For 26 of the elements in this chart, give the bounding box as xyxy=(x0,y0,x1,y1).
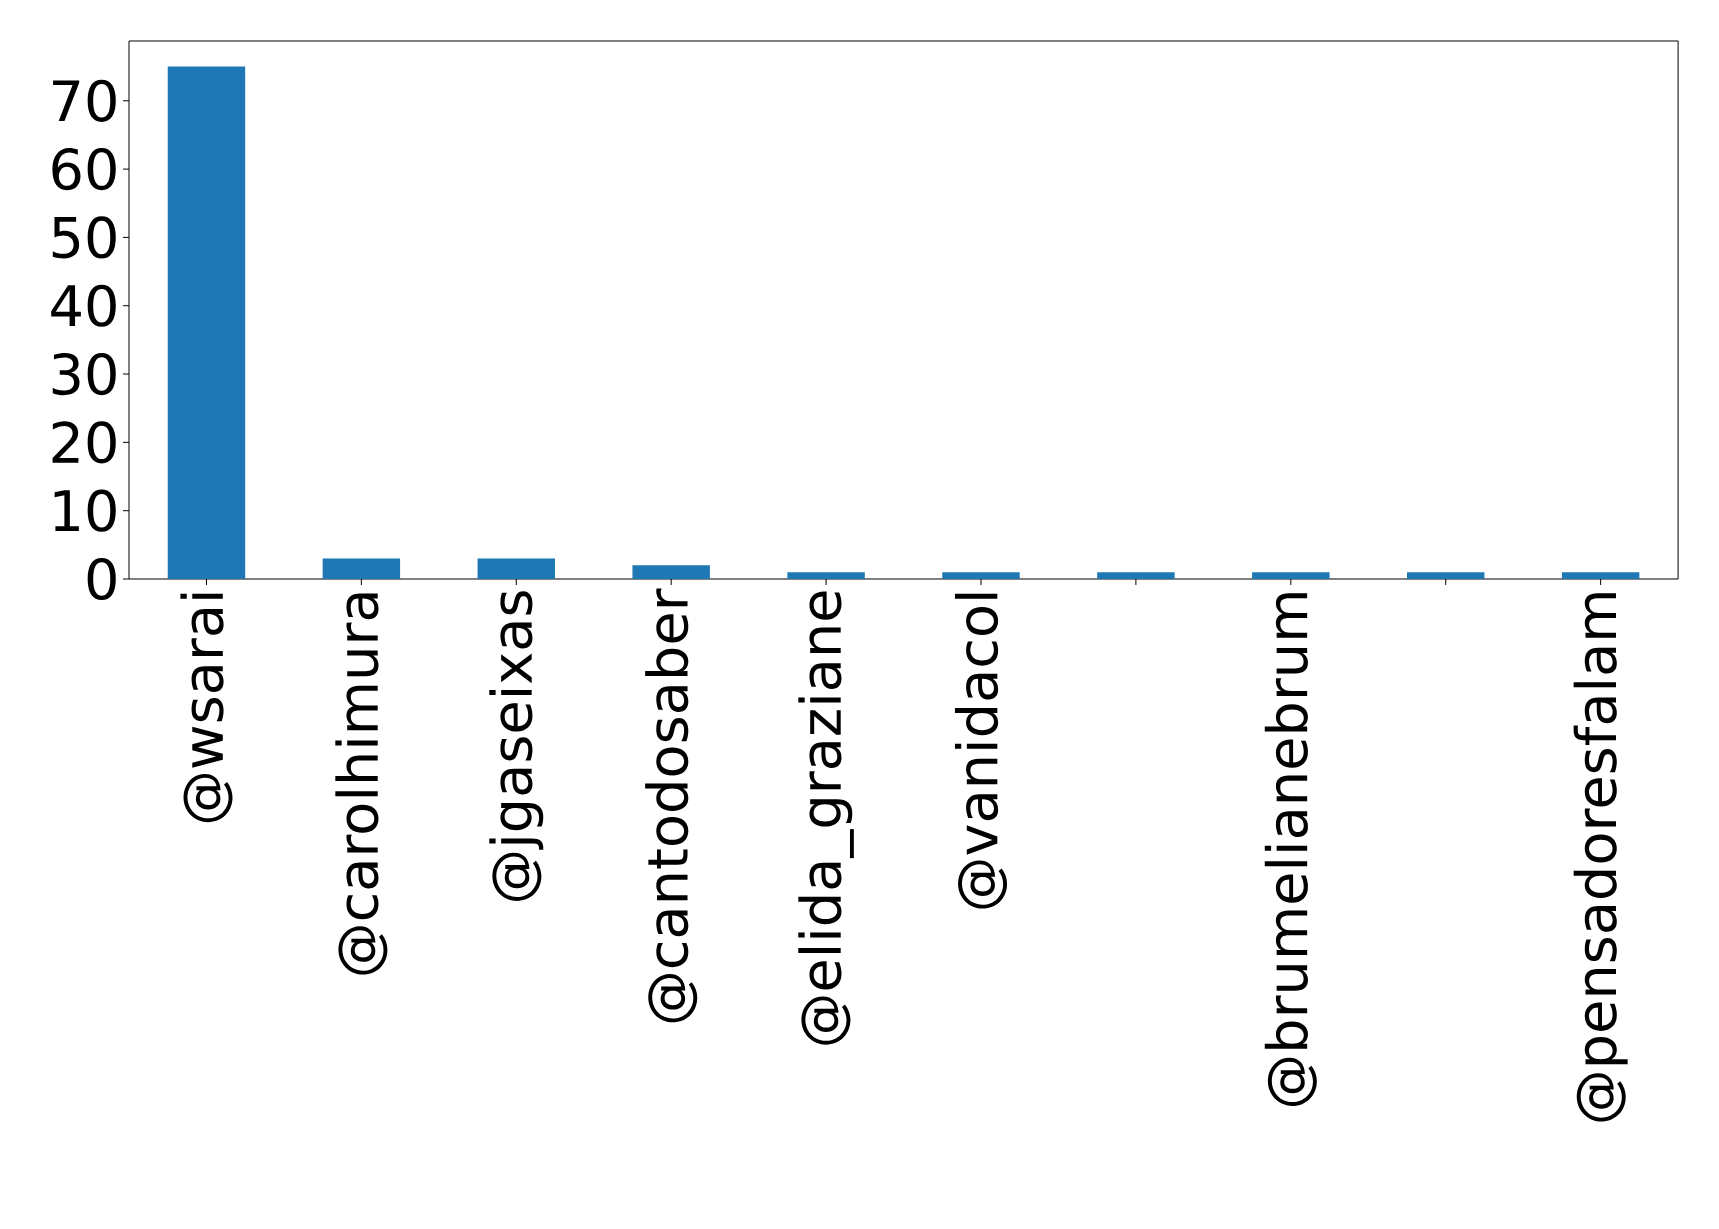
bar xyxy=(1406,572,1485,579)
y-tick-label: 30 xyxy=(52,352,116,396)
y-tick-label: 50 xyxy=(52,216,116,259)
x-tick-label: @elida_graziane xyxy=(798,591,854,1045)
bar xyxy=(1561,572,1640,579)
y-tick-label: 20 xyxy=(52,421,116,464)
x-tick-label: @brumelianebrum xyxy=(1264,593,1317,1106)
y-tick-label: 0 xyxy=(87,557,116,601)
bar xyxy=(787,572,865,579)
bar xyxy=(167,66,246,579)
bar xyxy=(1252,572,1330,579)
bar xyxy=(477,558,555,579)
y-tick-label: 40 xyxy=(51,284,116,327)
bar xyxy=(632,565,710,579)
x-tick-label: @vanidacol xyxy=(954,593,1008,909)
bar xyxy=(1097,572,1175,579)
x-tick-label: @cantodosaber xyxy=(645,588,698,1023)
bar xyxy=(942,572,1020,579)
x-tick-label: @jgaseixas xyxy=(489,591,544,901)
y-tick-label: 10 xyxy=(54,489,116,532)
x-tick-label: @carolhimura xyxy=(335,593,388,975)
y-tick-label: 70 xyxy=(53,79,116,122)
bar xyxy=(322,558,401,579)
x-tick-label: @pensadoresfalam xyxy=(1573,593,1628,1122)
x-tick-label: @wsarai xyxy=(180,593,233,823)
y-tick-label: 60 xyxy=(52,147,116,191)
